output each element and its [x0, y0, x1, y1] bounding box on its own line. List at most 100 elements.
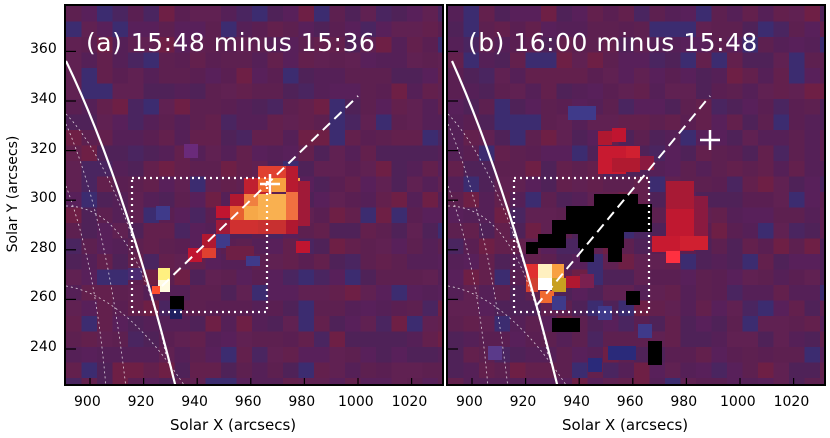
background-pixel [711, 192, 728, 208]
feature-pixel [526, 264, 538, 278]
background-pixel [510, 362, 526, 379]
background-pixel [742, 223, 759, 239]
background-pixel [634, 52, 650, 69]
background-pixel [143, 378, 160, 384]
background-pixel [205, 83, 222, 100]
background-pixel [252, 114, 268, 131]
background-pixel [649, 99, 666, 115]
background-pixel [634, 83, 650, 100]
background-pixel [438, 37, 442, 53]
background-pixel [407, 176, 423, 193]
background-pixel [236, 37, 253, 53]
background-pixel [66, 207, 82, 224]
background-pixel [314, 223, 330, 239]
x-axis-label-a: Solar X (arcsecs) [170, 416, 297, 434]
background-pixel [283, 114, 299, 131]
background-pixel [438, 331, 442, 348]
background-pixel [360, 331, 377, 348]
background-pixel [143, 207, 160, 224]
background-pixel [665, 130, 681, 146]
background-pixel [283, 362, 299, 379]
background-pixel [391, 300, 408, 317]
background-pixel [314, 254, 330, 270]
background-pixel [267, 68, 284, 84]
background-pixel [804, 99, 821, 115]
background-pixel [143, 347, 160, 363]
background-pixel [407, 21, 423, 38]
background-pixel [174, 207, 191, 224]
background-pixel [448, 378, 464, 384]
background-pixel [696, 99, 712, 115]
background-pixel [422, 83, 439, 100]
background-pixel [345, 269, 361, 286]
background-pixel [541, 192, 557, 208]
background-pixel [618, 362, 635, 379]
background-pixel [407, 83, 423, 100]
background-pixel [205, 52, 222, 69]
background-pixel [448, 316, 464, 332]
feature-pixel [258, 220, 286, 234]
background-pixel [360, 269, 377, 286]
feature-pixel [538, 264, 552, 278]
y-axis-label: Solar Y (arcsecs) [5, 135, 21, 253]
background-pixel [634, 176, 650, 193]
background-pixel [267, 6, 284, 22]
background-pixel [267, 83, 284, 100]
background-pixel [112, 254, 129, 270]
background-pixel [376, 207, 392, 224]
background-pixel [252, 378, 268, 384]
background-pixel [463, 254, 480, 270]
background-pixel [159, 83, 175, 100]
background-pixel [422, 238, 439, 255]
background-pixel [66, 238, 82, 255]
background-pixel [494, 68, 511, 84]
background-pixel [407, 223, 423, 239]
background-pixel [314, 347, 330, 363]
background-pixel [479, 207, 495, 224]
background-pixel [376, 83, 392, 100]
background-pixel [804, 300, 821, 317]
background-pixel [112, 316, 129, 332]
background-pixel [143, 192, 160, 208]
background-pixel [174, 316, 191, 332]
background-pixel [618, 21, 635, 38]
background-pixel [298, 21, 315, 38]
background-pixel [463, 21, 480, 38]
background-pixel [391, 362, 408, 379]
background-pixel [376, 114, 392, 131]
background-pixel [66, 21, 82, 38]
background-pixel [190, 192, 206, 208]
background-pixel [314, 114, 330, 131]
background-pixel [422, 347, 439, 363]
background-pixel [376, 68, 392, 84]
background-pixel [376, 130, 392, 146]
background-pixel [159, 223, 175, 239]
background-pixel [479, 238, 495, 255]
coordinate-grid-line [66, 205, 167, 357]
background-pixel [773, 130, 790, 146]
background-pixel [267, 316, 284, 332]
background-pixel [159, 68, 175, 84]
background-pixel [438, 99, 442, 115]
background-pixel [804, 238, 821, 255]
background-pixel [572, 192, 588, 208]
background-pixel [680, 347, 697, 363]
background-pixel [494, 99, 511, 115]
background-pixel [742, 238, 759, 255]
background-pixel [283, 347, 299, 363]
background-pixel [190, 300, 206, 317]
background-pixel [696, 378, 712, 384]
background-pixel [572, 83, 588, 100]
background-pixel [773, 300, 790, 317]
background-pixel [407, 285, 423, 301]
feature-pixel [258, 194, 286, 222]
background-pixel [479, 300, 495, 317]
background-pixel [252, 285, 268, 301]
background-pixel [143, 37, 160, 53]
background-pixel [603, 176, 619, 193]
background-pixel [525, 130, 542, 146]
background-pixel [789, 316, 805, 332]
background-pixel [727, 331, 743, 348]
background-pixel [329, 300, 346, 317]
background-pixel [742, 68, 759, 84]
